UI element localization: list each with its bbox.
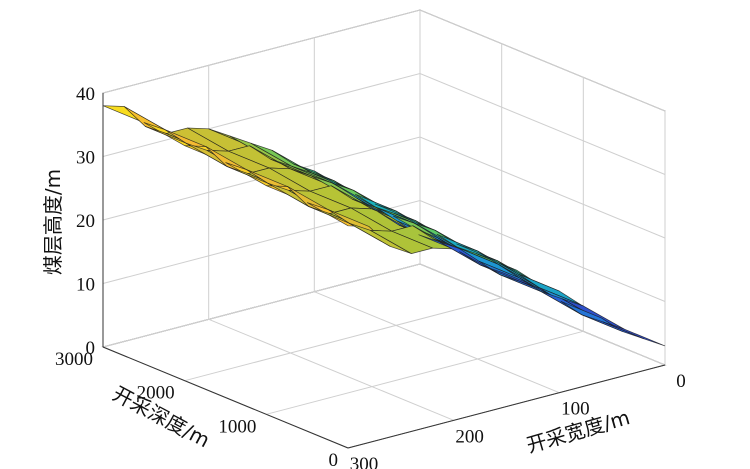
surface-patch [602,321,666,347]
surface-patch [518,273,581,305]
surface-patch [457,247,521,279]
y-tick-label: 2000 [137,383,175,404]
grid-lines [101,9,667,449]
y-axis-line [102,346,349,449]
x-tick-label: 0 [676,371,686,392]
z-grid-line [102,9,666,112]
z-axis-label: 煤层高度/m [41,169,65,275]
y-tick-label: 0 [329,450,339,469]
x-axis-line [347,364,666,449]
x-tick-label: 100 [561,399,590,420]
surface-patch [370,230,434,254]
x-grid-line [419,10,666,366]
x-grid-line [313,37,560,394]
y-tick-label: 3000 [55,349,93,370]
axes [102,93,666,449]
z-tick-label: 30 [76,148,95,169]
z-tick-label: 10 [76,275,95,296]
surface-patch [562,298,625,330]
z-tick-label: 20 [76,211,95,232]
surface-plot [102,105,666,347]
z-tick-label: 40 [76,84,95,105]
z-tick-label: 0 [86,338,96,359]
y-grid-line [347,111,666,449]
x-tick-label: 300 [350,454,379,469]
x-tick-label: 200 [455,426,484,447]
z-grid-line [102,72,666,175]
y-tick-label: 1000 [218,416,256,437]
